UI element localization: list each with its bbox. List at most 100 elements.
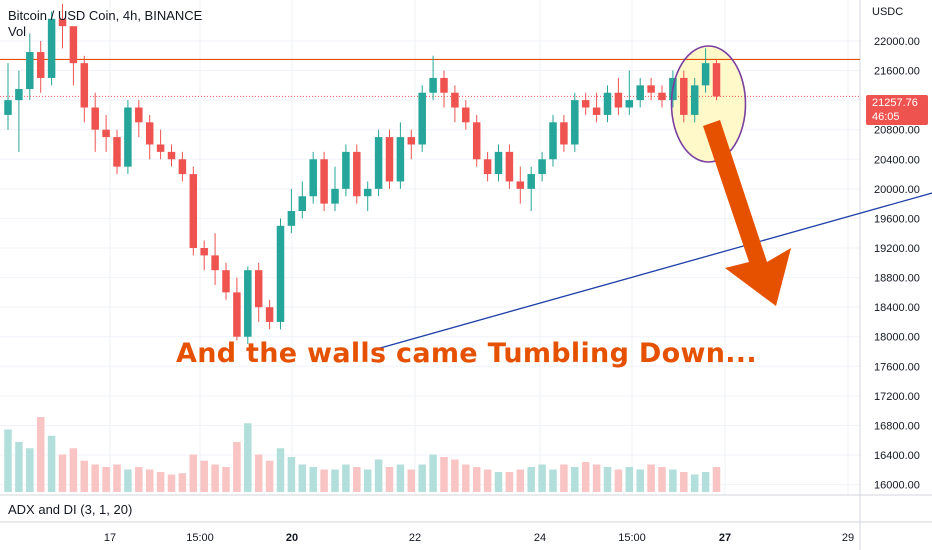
volume-bar	[320, 469, 328, 492]
candle-body[interactable]	[581, 100, 590, 108]
candle-body[interactable]	[462, 107, 470, 123]
candle-body[interactable]	[69, 26, 78, 64]
time-tick-label: 24	[534, 532, 546, 544]
candle-body[interactable]	[26, 52, 34, 90]
candle-body[interactable]	[287, 211, 296, 226]
candle-body[interactable]	[244, 270, 252, 337]
candle-body[interactable]	[320, 159, 328, 204]
candle-body[interactable]	[265, 307, 274, 322]
candle-body[interactable]	[538, 159, 546, 175]
candle-body[interactable]	[15, 89, 23, 101]
price-tick-label: 16400.00	[874, 450, 920, 462]
candle-body[interactable]	[331, 188, 339, 204]
candle-body[interactable]	[516, 181, 525, 189]
volume-bar	[407, 469, 416, 492]
candle-body[interactable]	[189, 174, 198, 248]
candle-body[interactable]	[418, 92, 426, 145]
price-tick-label: 20000.00	[874, 184, 920, 196]
volume-bar	[254, 454, 263, 492]
volume-bar	[581, 462, 590, 492]
candle-body[interactable]	[429, 77, 437, 93]
candle-body[interactable]	[178, 159, 187, 175]
volume-bar	[69, 448, 78, 492]
candle-body[interactable]	[102, 129, 110, 138]
symbol-title[interactable]: Bitcoin / USD Coin, 4h, BINANCE	[8, 8, 203, 23]
candle-body[interactable]	[647, 85, 655, 93]
candle-body[interactable]	[222, 270, 230, 293]
currency-label: USDC	[872, 6, 904, 18]
candle-body[interactable]	[658, 92, 666, 101]
candle-body[interactable]	[440, 77, 448, 93]
candle-body[interactable]	[342, 151, 350, 189]
candle-body[interactable]	[4, 100, 12, 115]
price-tick-label: 19200.00	[874, 243, 920, 255]
candle-body[interactable]	[47, 18, 56, 78]
candle-body[interactable]	[472, 122, 481, 160]
candle-body[interactable]	[113, 137, 121, 167]
time-tick-label: 29	[842, 532, 854, 544]
volume-bar	[276, 448, 285, 492]
indicator-pane-label[interactable]: ADX and DI (3, 1, 20)	[8, 502, 133, 517]
candle-body[interactable]	[353, 151, 361, 197]
price-tick-label: 19600.00	[874, 213, 920, 225]
candle-body[interactable]	[233, 292, 241, 337]
volume-bar	[701, 472, 710, 492]
candle-body[interactable]	[483, 159, 492, 175]
highlight-ellipse-ring[interactable]	[670, 45, 747, 163]
candle-body[interactable]	[135, 107, 143, 123]
candle-body[interactable]	[603, 92, 612, 115]
candle-body[interactable]	[36, 52, 45, 78]
candle-body[interactable]	[571, 100, 579, 145]
candle-body[interactable]	[211, 255, 219, 271]
candle-body[interactable]	[505, 151, 514, 182]
current-price-value: 21257.76	[872, 97, 918, 109]
candle-body[interactable]	[680, 77, 688, 115]
candle-body[interactable]	[690, 85, 699, 115]
candle-body[interactable]	[80, 63, 89, 108]
candle-body[interactable]	[625, 100, 634, 108]
volume-bar	[363, 469, 372, 492]
candle-body[interactable]	[200, 248, 208, 256]
candle-body[interactable]	[385, 137, 394, 182]
candle-body[interactable]	[363, 188, 372, 197]
bar-countdown: 46:05	[872, 111, 900, 123]
candle-body[interactable]	[276, 225, 285, 322]
volume-bar	[309, 467, 317, 492]
candle-body[interactable]	[156, 144, 165, 152]
volume-bar	[47, 435, 56, 492]
candle-body[interactable]	[167, 151, 176, 160]
candle-body[interactable]	[636, 85, 644, 101]
volume-bar	[712, 467, 721, 492]
candle-body[interactable]	[407, 137, 416, 145]
candle-body[interactable]	[701, 63, 710, 86]
candle-body[interactable]	[592, 107, 601, 115]
candle-body[interactable]	[549, 122, 557, 160]
volume-label[interactable]: Vol	[8, 24, 27, 39]
candle-body[interactable]	[145, 122, 154, 145]
candle-body[interactable]	[124, 107, 132, 167]
ascending-trendline[interactable]	[372, 62, 932, 351]
candle-body[interactable]	[712, 63, 721, 97]
candle-body[interactable]	[396, 137, 405, 182]
candle-body[interactable]	[451, 92, 459, 108]
price-tick-label: 18000.00	[874, 332, 920, 344]
volume-bar	[200, 460, 208, 492]
volume-bar	[625, 467, 634, 492]
candle-body[interactable]	[298, 196, 307, 212]
candle-body[interactable]	[91, 107, 99, 130]
candle-body[interactable]	[58, 18, 67, 27]
volume-bar	[658, 467, 666, 492]
candle-body[interactable]	[527, 174, 535, 189]
candle-body[interactable]	[374, 137, 383, 189]
candle-body[interactable]	[309, 159, 317, 197]
volume-bar	[80, 460, 89, 492]
candle-body[interactable]	[614, 92, 623, 108]
volume-bar	[505, 472, 514, 492]
price-tick-label: 18800.00	[874, 273, 920, 285]
candle-body[interactable]	[254, 270, 263, 308]
price-tick-label: 16000.00	[874, 480, 920, 492]
candle-body[interactable]	[494, 151, 503, 175]
time-tick-label: 22	[409, 532, 421, 544]
candle-body[interactable]	[560, 122, 568, 145]
